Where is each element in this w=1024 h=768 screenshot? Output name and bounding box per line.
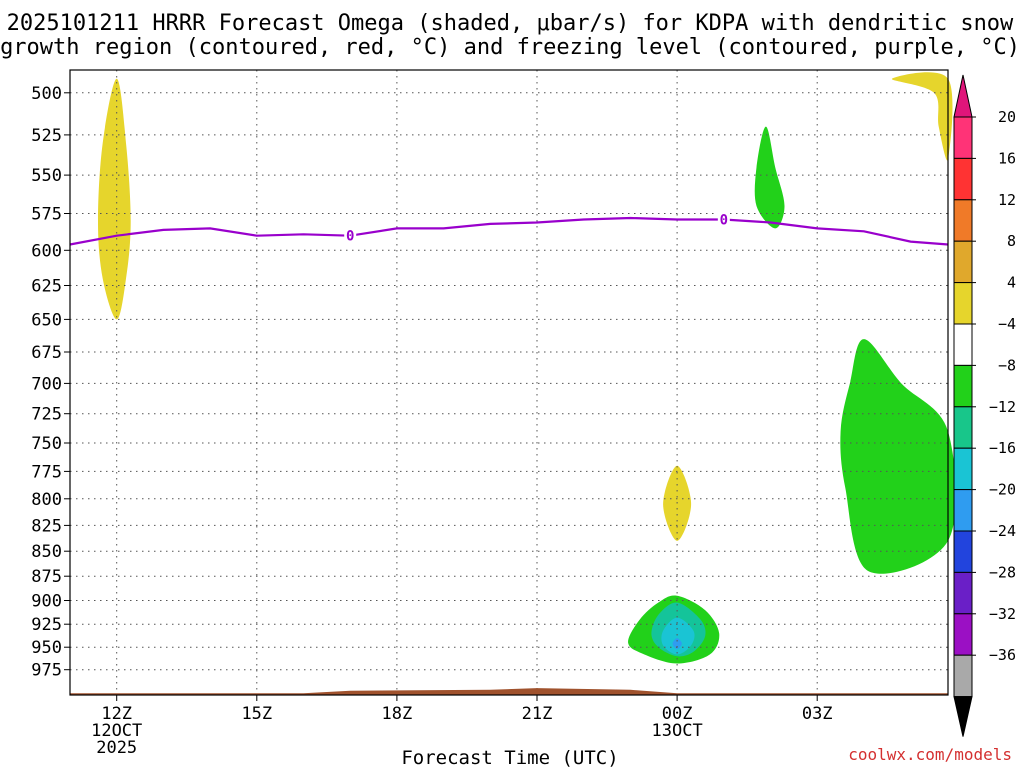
colorbar-label: 4 (1007, 274, 1016, 292)
colorbar-swatch (953, 654, 973, 698)
colorbar-swatch (953, 364, 973, 408)
omega-region-blue (672, 638, 682, 650)
y-tick-label: 950 (31, 638, 62, 658)
plot-area (70, 70, 948, 695)
colorbar-label: −32 (989, 605, 1016, 623)
colorbar-swatch (953, 240, 973, 284)
colorbar-label: −24 (989, 522, 1016, 540)
colorbar-swatch (953, 116, 973, 159)
colorbar-label: 12 (998, 191, 1016, 209)
colorbar-swatch (953, 323, 973, 366)
colorbar-label: −4 (998, 315, 1016, 333)
y-tick-label: 625 (31, 277, 62, 297)
omega-region-green (840, 339, 957, 574)
colorbar-label: −36 (989, 646, 1016, 664)
y-tick-label: 900 (31, 592, 62, 612)
colorbar-swatch (953, 406, 973, 449)
chart-title-line-1: 2025101211 HRRR Forecast Omega (shaded, … (7, 11, 1014, 36)
y-tick-label: 600 (31, 241, 62, 261)
y-tick-label: 725 (31, 405, 62, 425)
y-tick-label: 775 (31, 462, 62, 482)
y-tick-label: 850 (31, 542, 62, 562)
omega-region-cyan (661, 617, 695, 655)
x-tick-label: 13OCT (652, 721, 703, 741)
omega-region-yellow (891, 72, 953, 161)
colorbar-label: 8 (1007, 232, 1016, 250)
plot-frame (69, 69, 949, 696)
freezing-level-line (69, 216, 949, 246)
y-tick-label: 825 (31, 516, 62, 536)
x-tick-label: 2025 (96, 738, 137, 758)
x-tick-label: 21Z (522, 704, 553, 724)
colorbar-label: −28 (989, 563, 1016, 581)
colorbar-label: 20 (998, 108, 1016, 126)
colorbar-label: −16 (989, 439, 1016, 457)
freezing-level-label: 0 (720, 212, 728, 228)
colorbar-swatch (953, 447, 973, 491)
x-tick-label: 18Z (382, 704, 413, 724)
y-tick-label: 650 (31, 310, 62, 330)
freezing-label-bg (717, 211, 730, 228)
chart-title-line-2: growth region (contoured, red, °C) and f… (0, 35, 1020, 60)
x-tick-label: 00Z (662, 704, 693, 724)
omega-region-yellow (98, 78, 131, 320)
colorbar-top-arrow (953, 74, 973, 118)
freezing-level-label: 0 (346, 229, 354, 245)
y-tick-label: 875 (31, 567, 62, 587)
y-tick-label: 750 (31, 434, 62, 454)
colorbar-label: −20 (989, 481, 1016, 499)
y-tick-label: 975 (31, 661, 62, 681)
x-axis-label: Forecast Time (UTC) (401, 747, 618, 768)
y-tick-label: 525 (31, 126, 62, 146)
colorbar-swatch (953, 530, 973, 573)
colorbar-swatch (953, 157, 973, 201)
colorbar-bottom-arrow (953, 696, 973, 737)
colorbar-swatch (953, 199, 973, 242)
x-tick-label: 15Z (241, 704, 272, 724)
y-tick-label: 700 (31, 374, 62, 394)
colorbar-label: −8 (998, 356, 1016, 374)
colorbar-swatch (953, 571, 973, 615)
colorbar-swatch (953, 489, 973, 532)
colorbar-label: −12 (989, 398, 1016, 416)
y-tick-label: 800 (31, 490, 62, 510)
y-tick-label: 500 (31, 84, 62, 104)
colorbar-label: 16 (998, 149, 1016, 167)
freezing-label-bg (344, 227, 357, 244)
x-tick-label: 03Z (802, 704, 833, 724)
y-tick-label: 550 (31, 166, 62, 186)
colorbar-swatch (953, 282, 973, 325)
x-tick-label: 12OCT (91, 721, 142, 741)
y-tick-label: 575 (31, 205, 62, 225)
x-tick-label: 12Z (101, 704, 132, 724)
omega-region-green (754, 126, 785, 229)
colorbar-swatch (953, 613, 973, 656)
y-tick-label: 675 (31, 343, 62, 363)
y-tick-label: 925 (31, 615, 62, 635)
terrain-fill (70, 688, 948, 695)
credit-label: coolwx.com/models (848, 745, 1012, 764)
